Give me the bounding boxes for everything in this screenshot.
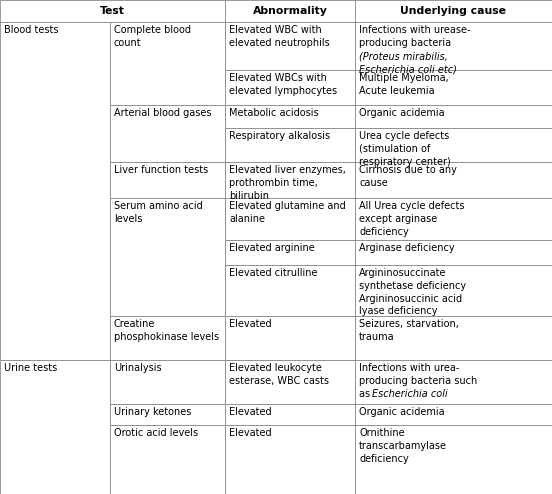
Text: Ornithine
transcarbamylase
deficiency: Ornithine transcarbamylase deficiency [359,428,447,463]
Bar [225,22,355,70]
Bar [110,316,225,360]
Bar [0,22,110,360]
Bar [110,105,225,162]
Text: Orotic acid levels: Orotic acid levels [114,428,198,438]
Text: Escherichia coli: Escherichia coli [373,389,448,399]
Text: Abnormality: Abnormality [253,6,327,16]
Text: Multiple Myeloma,
Acute leukemia: Multiple Myeloma, Acute leukemia [359,73,449,96]
Bar [110,22,225,105]
Bar [225,162,355,198]
Text: Organic acidemia: Organic acidemia [359,108,444,118]
Bar [225,70,355,105]
Bar [225,198,355,240]
Bar [225,128,355,162]
Text: Elevated citrulline: Elevated citrulline [229,268,317,278]
Text: (Proteus mirabilis,: (Proteus mirabilis, [359,51,448,61]
Text: Infections with urease-: Infections with urease- [359,25,470,35]
Text: Blood tests: Blood tests [4,25,59,35]
Bar [110,360,225,404]
Text: Urine tests: Urine tests [4,363,57,373]
Text: Elevated: Elevated [229,428,272,438]
Text: Test: Test [100,6,125,16]
Bar [355,316,552,360]
Bar [355,162,552,198]
Bar [225,425,355,494]
Text: producing bacteria such: producing bacteria such [359,376,477,386]
Bar [0,360,110,494]
Text: Seizures, starvation,
trauma: Seizures, starvation, trauma [359,319,459,342]
Text: Elevated glutamine and
alanine: Elevated glutamine and alanine [229,201,346,224]
Bar [0,0,225,22]
Bar [355,22,552,70]
Text: Urea cycle defects
(stimulation of
respiratory center): Urea cycle defects (stimulation of respi… [359,131,451,166]
Text: Serum amino acid
levels: Serum amino acid levels [114,201,203,224]
Text: Creatine
phosphokinase levels: Creatine phosphokinase levels [114,319,219,342]
Text: Urinalysis: Urinalysis [114,363,162,373]
Bar [110,162,225,198]
Text: Escherichia coli etc): Escherichia coli etc) [359,64,457,75]
Text: Metabolic acidosis: Metabolic acidosis [229,108,319,118]
Bar [225,316,355,360]
Bar [355,198,552,240]
Bar [355,240,552,265]
Bar [110,404,225,425]
Bar [110,425,225,494]
Text: Elevated arginine: Elevated arginine [229,243,315,253]
Bar [355,360,552,404]
Text: Urinary ketones: Urinary ketones [114,407,192,417]
Bar [225,105,355,128]
Text: Elevated leukocyte
esterase, WBC casts: Elevated leukocyte esterase, WBC casts [229,363,329,386]
Bar [355,70,552,105]
Bar [225,404,355,425]
Bar [225,265,355,316]
Text: Elevated WBCs with
elevated lymphocytes: Elevated WBCs with elevated lymphocytes [229,73,337,96]
Text: Cirrhosis due to any
cause: Cirrhosis due to any cause [359,165,457,188]
Text: Respiratory alkalosis: Respiratory alkalosis [229,131,330,141]
Bar [355,128,552,162]
Text: Infections with urea-: Infections with urea- [359,363,459,373]
Text: Argininosuccinate
synthetase deficiency
Argininosuccinic acid
lyase deficiency: Argininosuccinate synthetase deficiency … [359,268,466,316]
Bar [355,425,552,494]
Text: producing bacteria: producing bacteria [359,38,451,48]
Text: All Urea cycle defects
except arginase
deficiency: All Urea cycle defects except arginase d… [359,201,464,237]
Text: Arterial blood gases: Arterial blood gases [114,108,211,118]
Bar [355,265,552,316]
Text: Underlying cause: Underlying cause [401,6,507,16]
Text: Arginase deficiency: Arginase deficiency [359,243,455,253]
Text: Elevated WBC with
elevated neutrophils: Elevated WBC with elevated neutrophils [229,25,330,48]
Text: Elevated: Elevated [229,319,272,329]
Text: Elevated liver enzymes,
prothrombin time,
bilirubin: Elevated liver enzymes, prothrombin time… [229,165,346,201]
Bar [110,198,225,316]
Bar [225,360,355,404]
Text: Elevated: Elevated [229,407,272,417]
Text: as: as [359,389,373,399]
Text: Organic acidemia: Organic acidemia [359,407,444,417]
Bar [355,404,552,425]
Bar [225,0,355,22]
Text: Complete blood
count: Complete blood count [114,25,191,48]
Bar [355,0,552,22]
Bar [225,240,355,265]
Bar [355,105,552,128]
Text: Liver function tests: Liver function tests [114,165,208,175]
